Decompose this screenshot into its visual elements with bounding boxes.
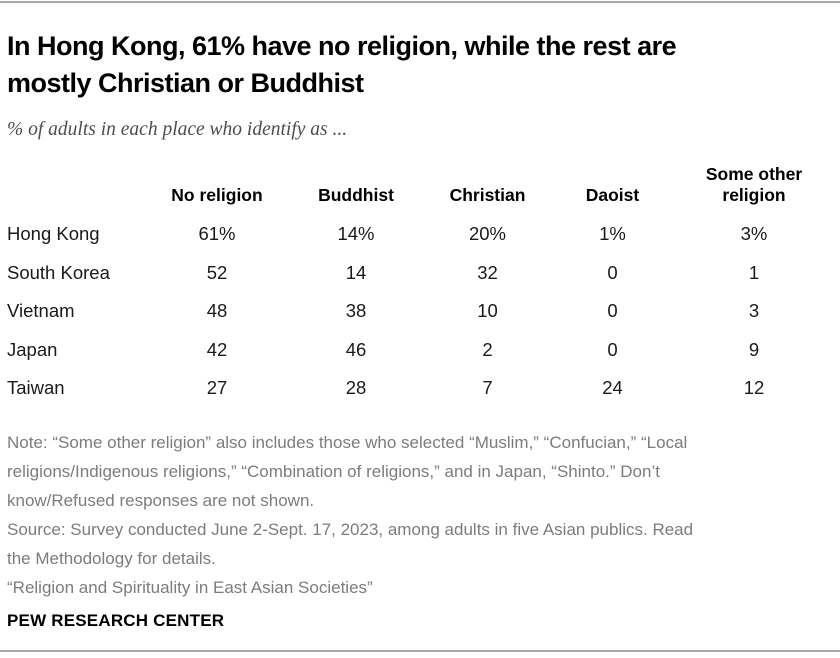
- column-header-christian: Christian: [449, 185, 526, 205]
- column-header-some-other-religion: Some other religion: [705, 164, 803, 205]
- cell-hong-kong-no-religion: 61%: [198, 223, 236, 245]
- note-line-1: Note: “Some other religion” also include…: [7, 432, 688, 452]
- cell-japan-daoist: 0: [607, 338, 618, 360]
- cell-taiwan-other: 12: [743, 377, 765, 399]
- report-title: “Religion and Spirituality in East Asian…: [7, 577, 373, 597]
- row-label-vietnam: Vietnam: [7, 300, 75, 322]
- cell-taiwan-buddhist: 28: [345, 377, 367, 399]
- table-corner-cell: [7, 206, 147, 215]
- cell-taiwan-no-religion: 27: [206, 377, 228, 399]
- cell-south-korea-buddhist: 14: [345, 261, 367, 283]
- figure-subtitle: % of adults in each place who identify a…: [7, 119, 348, 140]
- note-line-3: know/Refused responses are not shown.: [7, 490, 315, 510]
- cell-hong-kong-daoist: 1%: [599, 223, 626, 245]
- row-label-japan: Japan: [7, 338, 58, 360]
- cell-south-korea-no-religion: 52: [206, 261, 228, 283]
- cell-hong-kong-other: 3%: [740, 223, 768, 245]
- cell-south-korea-daoist: 0: [607, 261, 618, 283]
- cell-vietnam-daoist: 0: [607, 300, 618, 322]
- bottom-divider: [0, 650, 840, 652]
- source-line-1: Source: Survey conducted June 2-Sept. 17…: [7, 519, 694, 539]
- data-table: No religion Buddhist Christian Daoist So…: [7, 163, 833, 408]
- figure-title: In Hong Kong, 61% have no religion, whil…: [7, 28, 833, 102]
- figure-content: In Hong Kong, 61% have no religion, whil…: [7, 28, 833, 630]
- cell-japan-christian: 2: [482, 338, 493, 360]
- cell-hong-kong-christian: 20%: [468, 223, 507, 245]
- title-line-1: In Hong Kong, 61% have no religion, whil…: [7, 31, 677, 61]
- cell-vietnam-christian: 10: [477, 300, 498, 322]
- top-divider: [0, 1, 840, 3]
- cell-vietnam-no-religion: 48: [206, 300, 228, 322]
- cell-hong-kong-buddhist: 14%: [337, 223, 375, 245]
- cell-vietnam-other: 3: [748, 300, 760, 322]
- cell-south-korea-other: 1: [748, 261, 760, 283]
- brand-wordmark: PEW RESEARCH CENTER: [7, 610, 225, 630]
- cell-japan-other: 9: [748, 338, 760, 360]
- row-label-taiwan: Taiwan: [7, 377, 65, 399]
- cell-taiwan-daoist: 24: [602, 377, 623, 399]
- column-header-no-religion: No religion: [171, 185, 263, 205]
- figure-notes: Note: “Some other religion” also include…: [7, 428, 833, 602]
- column-header-buddhist: Buddhist: [318, 185, 394, 205]
- title-line-2: mostly Christian or Buddhist: [7, 68, 364, 98]
- cell-japan-no-religion: 42: [206, 338, 228, 360]
- row-label-south-korea: South Korea: [7, 261, 110, 283]
- cell-south-korea-christian: 32: [477, 261, 498, 283]
- column-header-daoist: Daoist: [585, 185, 640, 205]
- cell-japan-buddhist: 46: [345, 338, 367, 360]
- note-line-2: religions/Indigenous religions,” “Combin…: [7, 461, 660, 481]
- source-line-2: the Methodology for details.: [7, 548, 216, 568]
- cell-taiwan-christian: 7: [482, 377, 493, 399]
- cell-vietnam-buddhist: 38: [345, 300, 367, 322]
- row-label-hong-kong: Hong Kong: [7, 223, 100, 245]
